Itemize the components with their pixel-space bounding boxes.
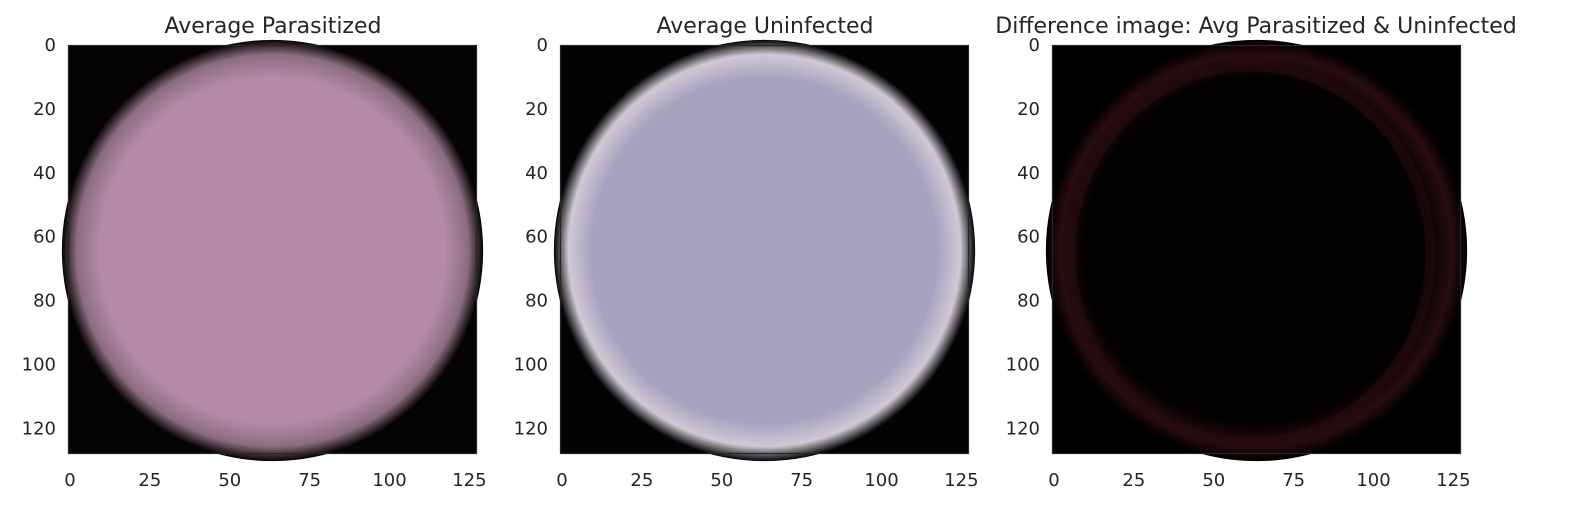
x-tick-label: 125 xyxy=(1436,470,1470,491)
x-tick-label: 25 xyxy=(630,470,653,491)
subplot-2: Average Uninfected 0 25 50 75 100 125 0 20 40 60 80… xyxy=(514,14,979,491)
y-tick-label: 20 xyxy=(33,99,56,120)
x-tick-label: 0 xyxy=(64,470,75,491)
chart-title: Average Uninfected xyxy=(657,14,874,39)
x-tick-label: 50 xyxy=(218,470,241,491)
x-tick-label: 75 xyxy=(298,470,321,491)
x-tick-label: 50 xyxy=(710,470,733,491)
y-tick-label: 120 xyxy=(514,418,548,439)
y-tick-label: 60 xyxy=(525,227,548,248)
y-tick-label: 0 xyxy=(537,35,548,56)
y-tick-label: 40 xyxy=(525,163,548,184)
x-tick-label: 25 xyxy=(138,470,161,491)
y-tick-label: 100 xyxy=(514,355,548,376)
x-tick-label: 100 xyxy=(864,470,898,491)
x-tick-label: 0 xyxy=(1048,470,1059,491)
x-tick-label: 50 xyxy=(1202,470,1225,491)
y-tick-label: 80 xyxy=(33,291,56,312)
x-tick-label: 125 xyxy=(452,470,486,491)
y-tick-label: 100 xyxy=(22,355,56,376)
y-tick-label: 20 xyxy=(1017,99,1040,120)
axes-frame xyxy=(559,44,970,455)
cell-image xyxy=(61,39,484,462)
chart-title: Difference image: Avg Parasitized & Unin… xyxy=(995,14,1516,39)
y-tick-label: 40 xyxy=(1017,163,1040,184)
difference-ring xyxy=(1065,61,1436,448)
x-tick-label: 75 xyxy=(790,470,813,491)
x-tick-label: 0 xyxy=(556,470,567,491)
cell-image xyxy=(1045,39,1468,462)
y-tick-label: 60 xyxy=(1017,227,1040,248)
axes-frame xyxy=(1051,44,1462,455)
subplot-1: Average Parasitized 0 25 50 75 100 125 0 20 40 60 8… xyxy=(22,14,487,491)
subplot-3: Difference image: Avg Parasitized & Unin… xyxy=(995,14,1516,491)
x-tick-label: 100 xyxy=(1356,470,1390,491)
axes-frame xyxy=(67,44,478,455)
y-tick-label: 40 xyxy=(33,163,56,184)
x-tick-label: 100 xyxy=(372,470,406,491)
cell-image xyxy=(553,39,976,462)
x-tick-label: 125 xyxy=(944,470,978,491)
y-tick-label: 120 xyxy=(1006,418,1040,439)
y-tick-label: 80 xyxy=(1017,291,1040,312)
x-tick-label: 75 xyxy=(1282,470,1305,491)
x-tick-label: 25 xyxy=(1122,470,1145,491)
chart-title: Average Parasitized xyxy=(165,14,382,39)
y-tick-label: 0 xyxy=(1029,35,1040,56)
y-tick-label: 20 xyxy=(525,99,548,120)
y-tick-label: 0 xyxy=(45,35,56,56)
y-tick-label: 120 xyxy=(22,418,56,439)
y-tick-label: 60 xyxy=(33,227,56,248)
y-tick-label: 100 xyxy=(1006,355,1040,376)
y-tick-label: 80 xyxy=(525,291,548,312)
